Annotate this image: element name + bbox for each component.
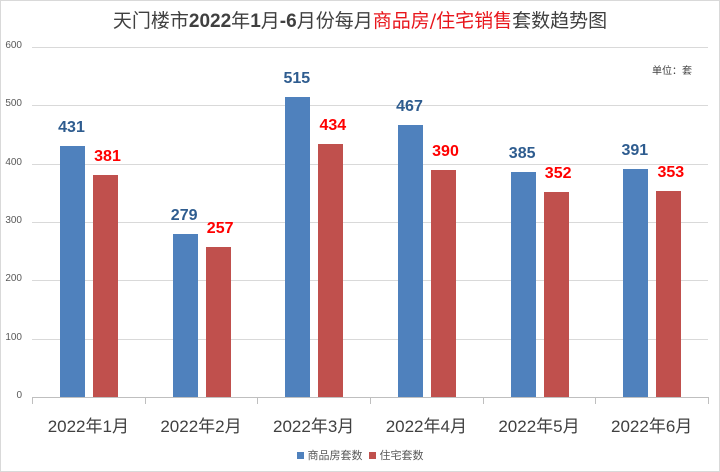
title-text: 月	[260, 10, 280, 32]
x-axis-label: 2022年2月	[160, 417, 242, 436]
data-label: 381	[94, 147, 121, 165]
plot-area: 0 100 200 300 400 500 600 431 279 515 467 385 391 381…	[5, 40, 709, 404]
y-tick-label: 300	[5, 215, 22, 226]
data-label: 353	[657, 164, 685, 182]
data-label: 515	[283, 69, 311, 87]
gridline	[32, 163, 708, 165]
data-label: 391	[621, 141, 649, 159]
data-label: 385	[508, 145, 536, 163]
legend-label: 商品房套数	[307, 449, 363, 462]
data-label: 257	[206, 220, 234, 238]
legend-item: 商品房套数	[296, 447, 363, 463]
data-label: 390	[432, 142, 459, 160]
data-label: 434	[319, 116, 347, 134]
gridline	[32, 47, 708, 48]
gridline	[32, 280, 708, 282]
title-text: 月份每月	[296, 10, 373, 32]
data-label: 279	[170, 207, 198, 225]
data-label: 352	[544, 164, 572, 182]
title-highlight: 商品房/住宅销售	[372, 10, 513, 32]
data-label: 431	[58, 118, 85, 136]
title-month-end: -6	[279, 11, 297, 32]
bar-residential	[431, 169, 456, 397]
x-axis-label: 2022年3月	[273, 417, 355, 436]
title-text: 年	[231, 10, 251, 32]
y-tick-label: 400	[5, 156, 22, 168]
gridline	[32, 338, 708, 340]
bar-commercial-housing	[285, 96, 311, 397]
bar-commercial-housing	[172, 234, 198, 397]
y-tick-label: 600	[5, 40, 22, 51]
bar-commercial-housing	[60, 145, 85, 397]
x-axis-label: 2022年1月	[47, 417, 129, 436]
legend: 商品房套数 住宅套数	[0, 447, 720, 463]
chart-title: 天门楼市2022年1月-6月份每月商品房/住宅销售套数趋势图	[0, 6, 720, 33]
x-axis-label: 2022年4月	[385, 417, 467, 436]
y-tick-label: 200	[5, 273, 22, 285]
gridline	[32, 105, 708, 107]
y-tick-label: 100	[5, 331, 22, 343]
bar-commercial-housing	[398, 124, 423, 397]
bar-residential	[656, 191, 682, 397]
y-tick-label: 0	[16, 390, 22, 401]
bar-residential	[543, 191, 569, 397]
legend-label: 住宅套数	[379, 449, 424, 462]
title-month-start: 1	[250, 11, 261, 32]
bar-residential	[318, 143, 344, 397]
data-label: 467	[396, 97, 423, 115]
x-tick-mark	[595, 397, 596, 404]
gridline	[32, 222, 708, 223]
legend-item: 住宅套数	[368, 447, 424, 463]
title-year: 2022	[188, 11, 232, 32]
x-tick-mark	[32, 397, 33, 404]
title-text: 天门楼市	[112, 10, 189, 32]
unit-label: 单位：套	[652, 66, 692, 77]
x-axis-label: 2022年5月	[498, 417, 580, 436]
x-tick-mark	[370, 397, 371, 404]
y-tick-label: 500	[5, 98, 22, 110]
title-text: 套数趋势图	[512, 10, 608, 32]
x-tick-mark	[257, 397, 258, 404]
bar-commercial-housing	[623, 168, 649, 397]
legend-swatch-icon	[368, 451, 376, 459]
x-tick-mark	[708, 397, 709, 404]
bar-residential	[93, 174, 118, 397]
bar-commercial-housing	[510, 172, 536, 397]
x-tick-mark	[483, 397, 484, 404]
x-tick-mark	[145, 397, 146, 404]
bar-residential	[205, 247, 231, 397]
x-axis-label: 2022年6月	[611, 417, 693, 436]
legend-swatch-icon	[296, 451, 304, 459]
